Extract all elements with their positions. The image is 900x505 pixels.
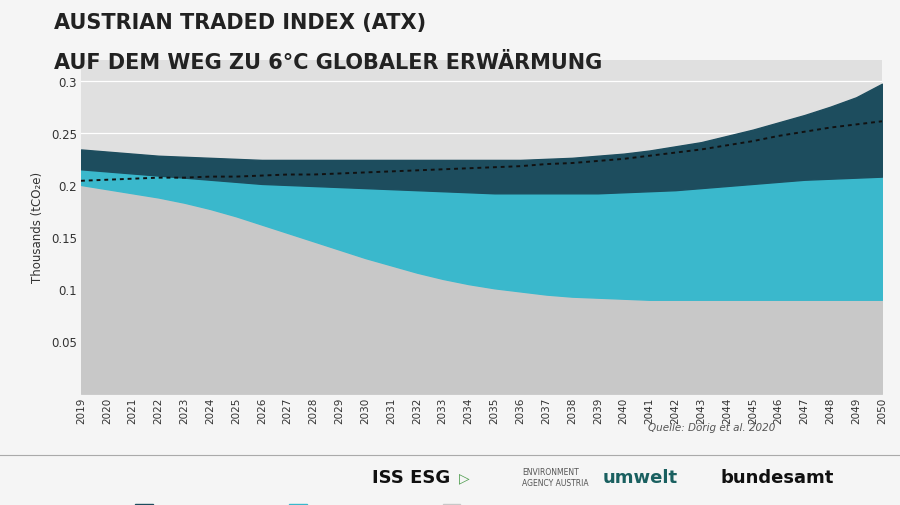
Y-axis label: Thousands (tCO₂e): Thousands (tCO₂e)	[31, 172, 44, 283]
ATX Emissions	[644, 154, 655, 160]
Text: Quelle: Dörig et al. 2020: Quelle: Dörig et al. 2020	[648, 422, 776, 432]
ATX Emissions	[515, 164, 526, 170]
ATX Emissions	[283, 172, 293, 178]
ATX Emissions	[850, 122, 861, 128]
Text: ENVIRONMENT
AGENCY AUSTRIA: ENVIRONMENT AGENCY AUSTRIA	[522, 467, 589, 487]
ATX Emissions	[230, 174, 241, 180]
ATX Emissions	[334, 171, 345, 177]
ATX Emissions	[411, 168, 422, 174]
ATX Emissions	[618, 157, 629, 163]
ATX Emissions	[308, 172, 319, 178]
ATX Emissions	[437, 167, 448, 173]
Line: ATX Emissions: ATX Emissions	[81, 122, 882, 181]
ATX Emissions	[825, 125, 836, 131]
ATX Emissions	[541, 162, 552, 168]
ATX Emissions	[592, 159, 603, 165]
ATX Emissions	[153, 175, 164, 181]
Text: AUSTRIAN TRADED INDEX (ATX): AUSTRIAN TRADED INDEX (ATX)	[54, 13, 426, 33]
Text: ISS ESG: ISS ESG	[372, 468, 450, 486]
ATX Emissions	[102, 177, 112, 183]
ATX Emissions	[670, 150, 680, 157]
ATX Emissions	[722, 143, 733, 149]
ATX Emissions	[877, 119, 887, 125]
ATX Emissions	[256, 173, 267, 179]
Legend: Emission Budget 6°C, Emission Budget 4°C, Emission Budget 2°C, ATX Emissions: Emission Budget 6°C, Emission Budget 4°C…	[130, 499, 704, 505]
ATX Emissions	[179, 175, 190, 181]
ATX Emissions	[127, 176, 138, 182]
ATX Emissions	[386, 169, 397, 175]
ATX Emissions	[464, 166, 474, 172]
ATX Emissions	[747, 139, 758, 145]
ATX Emissions	[799, 129, 810, 135]
ATX Emissions	[696, 147, 706, 153]
Text: bundesamt: bundesamt	[720, 468, 833, 486]
Text: umwelt: umwelt	[603, 468, 678, 486]
Text: AUF DEM WEG ZU 6°C GLOBALER ERWÄRMUNG: AUF DEM WEG ZU 6°C GLOBALER ERWÄRMUNG	[54, 53, 602, 73]
ATX Emissions	[773, 134, 784, 140]
ATX Emissions	[566, 161, 577, 167]
ATX Emissions	[489, 165, 500, 171]
ATX Emissions	[76, 178, 86, 184]
ATX Emissions	[205, 174, 216, 180]
Text: ▷: ▷	[459, 470, 470, 484]
ATX Emissions	[360, 170, 371, 176]
